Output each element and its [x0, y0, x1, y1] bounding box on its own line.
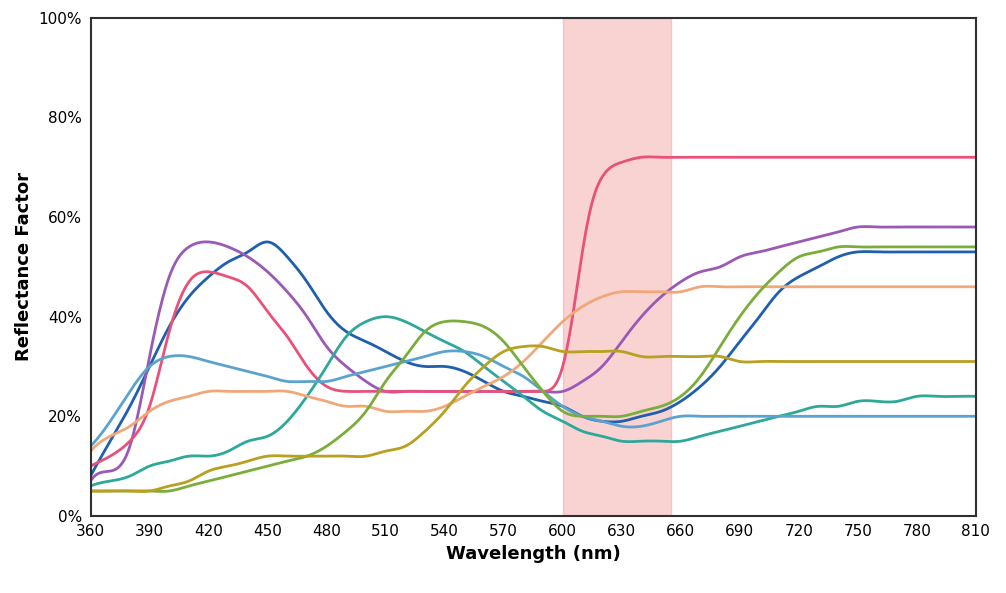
- X-axis label: Wavelength (nm): Wavelength (nm): [446, 545, 621, 563]
- Bar: [562, 18, 671, 516]
- Y-axis label: Reflectance Factor: Reflectance Factor: [15, 173, 33, 361]
